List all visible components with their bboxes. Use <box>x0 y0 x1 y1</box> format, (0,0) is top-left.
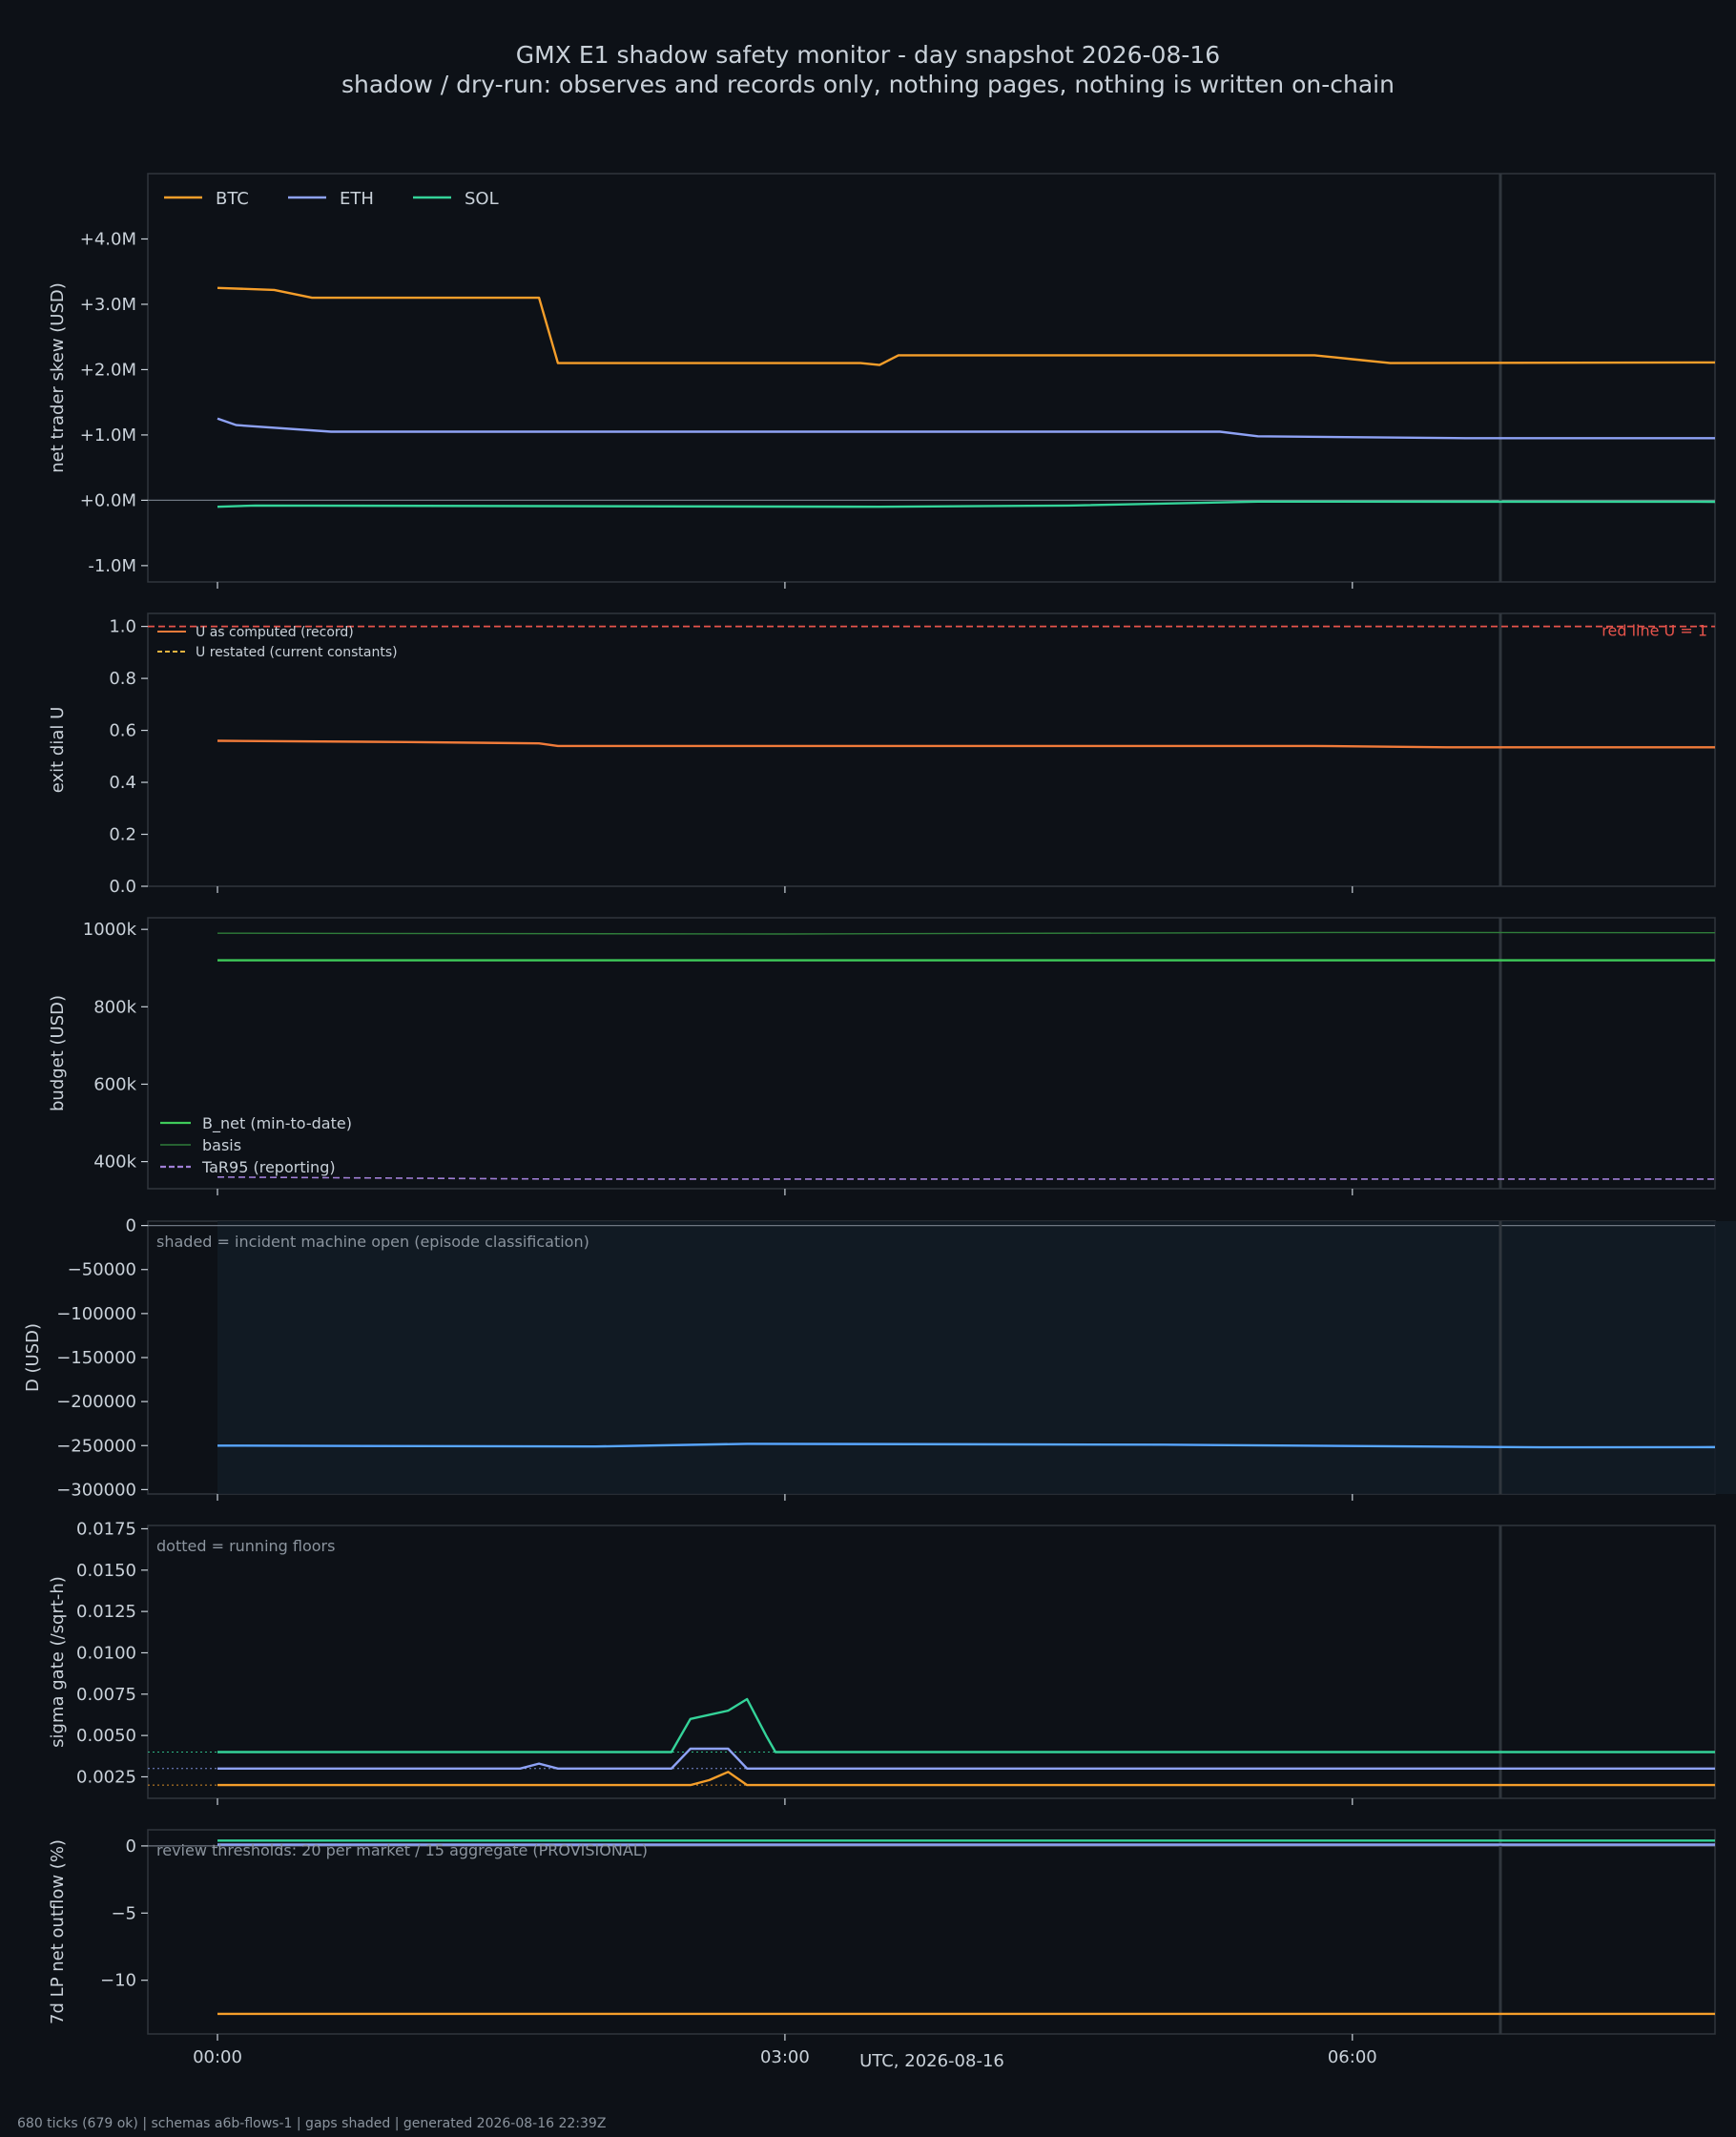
series-group <box>217 1697 1715 1787</box>
x-axis-label: UTC, 2026-08-16 <box>859 2051 1004 2071</box>
y-tick-label: 0 <box>126 1216 136 1236</box>
y-tick-label: +3.0M <box>80 295 136 315</box>
x-tick-label: 03:00 <box>760 2047 810 2067</box>
legend-label: basis <box>202 1136 241 1154</box>
y-tick-label: −50000 <box>68 1260 136 1280</box>
y-tick-label: −200000 <box>56 1392 136 1412</box>
panel-6: 0 −5 −10 7d LP net outflow (%) review thresh… <box>48 1829 1716 2041</box>
series-group <box>217 931 1715 1180</box>
y-tick-label: 0.0025 <box>76 1767 136 1787</box>
series-line-u-as-computed-record- <box>217 739 1715 749</box>
y-tick-label: −5 <box>111 1903 136 1923</box>
panel-annotation: dotted = running floors <box>156 1537 335 1555</box>
series-line-sol <box>217 1697 1715 1753</box>
y-axis-label: D (USD) <box>23 1323 43 1392</box>
panel-5: 0.0025 0.0050 0.0075 0.0100 0.0125 0.0150 0.01… <box>48 1519 1716 1805</box>
series-line-basis <box>217 931 1715 935</box>
series-line-d <box>217 1442 1715 1449</box>
footer-note: 680 ticks (679 ok) | schemas a6b-flows-1… <box>17 2116 606 2131</box>
series-line-eth <box>217 1843 1715 1846</box>
y-tick-label: +4.0M <box>80 229 136 249</box>
legend-label: B_net (min-to-date) <box>202 1114 352 1133</box>
x-tick-label: 06:00 <box>1328 2047 1377 2067</box>
panel-3: 400k 600k 800k 1000k budget (USD) B_net (min-… <box>48 917 1716 1195</box>
y-tick-label: 0.0 <box>109 877 136 897</box>
panel-frame <box>147 612 1716 887</box>
panels: -1.0M +0.0M +1.0M +2.0M +3.0M +4.0M net trader… <box>23 173 1736 2067</box>
y-tick-label: +1.0M <box>80 425 136 446</box>
series-line-btc <box>217 2012 1715 2016</box>
y-tick-label: 800k <box>93 997 136 1017</box>
series-group <box>217 286 1715 508</box>
y-tick-label: −10 <box>100 1971 136 1991</box>
legend-label: U restated (current constants) <box>196 645 398 660</box>
panel-annotation: review thresholds: 20 per market / 15 ag… <box>156 1841 648 1859</box>
y-tick-label: 1000k <box>83 920 137 940</box>
y-tick-label: 0 <box>126 1836 136 1857</box>
series-line-eth <box>217 1747 1715 1770</box>
x-tick-label: 00:00 <box>193 2047 242 2067</box>
series-group <box>217 739 1715 749</box>
panel-frame <box>147 1829 1716 2035</box>
y-tick-label: 0.6 <box>109 721 136 741</box>
chart-subtitle: shadow / dry-run: observes and records o… <box>341 71 1395 98</box>
panel-annotation: shaded = incident machine open (episode … <box>156 1233 589 1251</box>
panel-frame <box>147 1525 1716 1799</box>
y-tick-label: 0.0125 <box>76 1602 136 1622</box>
y-tick-label: 0.0175 <box>76 1519 136 1539</box>
series-group <box>217 1839 1715 2016</box>
y-axis-label: sigma gate (/sqrt-h) <box>48 1576 68 1748</box>
panel-frame <box>147 917 1716 1190</box>
y-tick-label: 1.0 <box>109 617 136 637</box>
legend-label: TaR95 (reporting) <box>201 1158 336 1176</box>
legend-label: SOL <box>465 189 499 209</box>
panel-4: 0 −50000 −100000 −150000 −200000 −250000 −3000… <box>23 1216 1736 1501</box>
y-tick-label: 400k <box>93 1152 136 1172</box>
panel-1: -1.0M +0.0M +1.0M +2.0M +3.0M +4.0M net trader… <box>48 173 1716 589</box>
y-tick-label: -1.0M <box>88 556 136 576</box>
y-tick-label: +2.0M <box>80 360 136 380</box>
chart-title: GMX E1 shadow safety monitor - day snaps… <box>516 41 1220 69</box>
series-line-btc <box>217 286 1715 366</box>
y-axis-label: exit dial U <box>48 707 68 794</box>
y-tick-label: −100000 <box>56 1304 136 1324</box>
y-axis-label: 7d LP net outflow (%) <box>48 1839 68 2024</box>
incident-shade <box>217 1221 1736 1494</box>
y-tick-label: −300000 <box>56 1480 136 1500</box>
y-axis-label: budget (USD) <box>48 995 68 1111</box>
panel-2: 0.0 0.2 0.4 0.6 0.8 1.0 exit dial U red line U … <box>48 612 1716 897</box>
legend-label: ETH <box>340 189 374 209</box>
y-tick-label: 0.4 <box>109 773 136 793</box>
y-tick-label: 0.0100 <box>76 1643 136 1663</box>
y-tick-label: −150000 <box>56 1348 136 1368</box>
y-tick-label: 0.0150 <box>76 1561 136 1581</box>
series-line-sol <box>217 500 1715 508</box>
y-tick-label: 600k <box>93 1074 136 1094</box>
y-tick-label: 0.0050 <box>76 1726 136 1746</box>
y-tick-label: 0.0075 <box>76 1685 136 1705</box>
panel-frame <box>147 173 1716 583</box>
y-axis-label: net trader skew (USD) <box>48 282 68 473</box>
y-tick-label: +0.0M <box>80 490 136 510</box>
legend-label: BTC <box>216 189 249 209</box>
y-tick-label: 0.2 <box>109 825 136 845</box>
series-line-eth <box>217 417 1715 440</box>
series-group <box>217 1442 1715 1449</box>
red-line-label: red line U = 1 <box>1602 622 1707 640</box>
y-tick-label: −250000 <box>56 1436 136 1456</box>
legend-label: U as computed (record) <box>196 625 354 640</box>
y-tick-label: 0.8 <box>109 669 136 689</box>
